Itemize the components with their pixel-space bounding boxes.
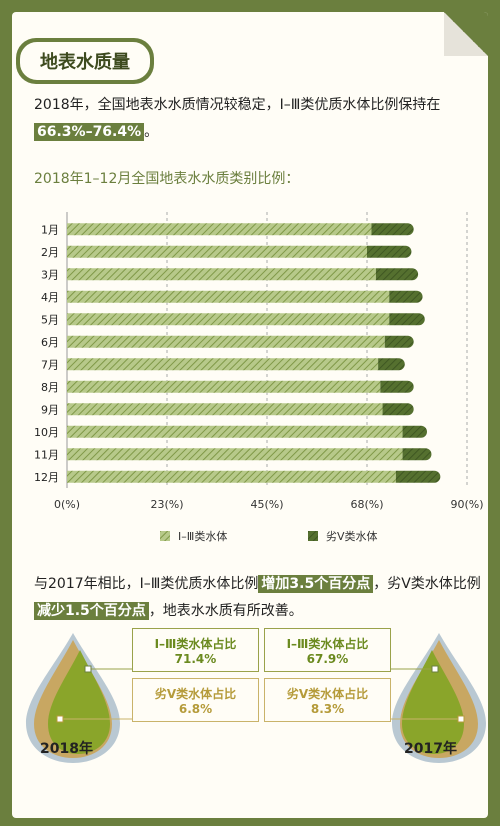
- legend-label: 劣V类水体: [326, 529, 378, 543]
- bar-good: [67, 403, 383, 416]
- compare-highlight-2: 减少1.5个百分点: [34, 602, 149, 620]
- 2017-good-ratio-box: Ⅰ–Ⅲ类水体占比 67.9%: [264, 628, 391, 672]
- bar-good: [67, 335, 385, 348]
- legend-label: Ⅰ–Ⅲ类水体: [178, 529, 227, 543]
- 2018-bad-value: 6.8%: [178, 701, 213, 716]
- y-tick-label: 9月: [41, 403, 59, 416]
- bar-bad: [378, 358, 405, 371]
- bar-bad: [389, 313, 425, 326]
- year-2017-label: 2017年: [404, 741, 457, 757]
- 2018-good-label: Ⅰ–Ⅲ类水体占比: [154, 636, 237, 651]
- y-tick-label: 11月: [34, 448, 59, 461]
- compare-text-3: ，地表水水质有所改善。: [148, 603, 303, 619]
- bar-bad: [389, 290, 423, 303]
- content-card: 地表水质量 2018年，全国地表水水质情况较稳定，Ⅰ–Ⅲ类优质水体比例保持在 6…: [12, 12, 488, 818]
- bar-bad: [371, 223, 414, 236]
- bar-good: [67, 425, 403, 438]
- y-tick-label: 7月: [41, 358, 59, 371]
- 2017-bad-ratio-box: 劣V类水体占比 8.3%: [264, 678, 391, 722]
- 2017-good-label: Ⅰ–Ⅲ类水体占比: [286, 636, 369, 651]
- bar-good: [67, 290, 390, 303]
- y-tick-label: 1月: [41, 223, 59, 236]
- water-drop-2017-icon: [392, 633, 486, 763]
- compare-highlight-1: 增加3.5个百分点: [258, 575, 374, 593]
- 2018-bad-label: 劣V类水体占比: [154, 686, 237, 701]
- 2018-bad-ratio-box: 劣V类水体占比 6.8%: [132, 678, 259, 722]
- y-tick-label: 8月: [41, 381, 59, 394]
- x-tick-label: 90(%): [450, 498, 483, 511]
- bar-good: [67, 470, 396, 483]
- x-tick-label: 0(%): [54, 498, 80, 511]
- y-tick-label: 4月: [41, 291, 59, 304]
- year-2018-label: 2018年: [40, 741, 93, 757]
- y-tick-label: 3月: [41, 268, 59, 281]
- chart-subtitle: 2018年1–12月全国地表水水质类别比例：: [34, 171, 300, 187]
- y-tick-label: 12月: [34, 471, 59, 484]
- water-drop-2018-icon: [26, 633, 120, 763]
- bar-bad: [402, 425, 428, 438]
- bar-bad: [402, 448, 432, 461]
- compare-text-2: ，劣V类水体比例: [373, 576, 481, 592]
- 2017-bad-value: 8.3%: [310, 701, 345, 716]
- section-title: 地表水质量: [19, 41, 151, 81]
- y-tick-label: 6月: [41, 336, 59, 349]
- bar-chart: 1月 2月 3月 4月 5月 6月 7月 8月 9月 10月 11月 12月 0(%) 23(%) 45(…: [34, 212, 484, 543]
- callout-lines: [56, 665, 465, 723]
- bar-bad: [380, 380, 414, 393]
- intro-text: 2018年，全国地表水水质情况较稳定，Ⅰ–Ⅲ类优质水体比例保持在: [34, 97, 441, 113]
- page-fold-corner: [444, 12, 488, 56]
- 2017-bad-label: 劣V类水体占比: [286, 686, 369, 701]
- intro-end: 。: [144, 124, 159, 140]
- bar-good: [67, 245, 367, 258]
- x-tick-label: 23(%): [150, 498, 183, 511]
- bar-bad: [395, 470, 441, 483]
- bar-good: [67, 448, 403, 461]
- x-tick-label: 68(%): [350, 498, 383, 511]
- legend-swatch: [160, 531, 170, 541]
- 2018-good-ratio-box: Ⅰ–Ⅲ类水体占比 71.4%: [132, 628, 259, 672]
- intro-highlight: 66.3%–76.4%: [34, 123, 145, 141]
- y-tick-label: 10月: [34, 426, 59, 439]
- x-tick-label: 45(%): [250, 498, 283, 511]
- legend-swatch: [308, 531, 318, 541]
- 2018-good-value: 71.4%: [174, 651, 217, 666]
- bar-bad: [375, 268, 419, 281]
- bar-good: [67, 358, 379, 371]
- bar-good: [67, 268, 376, 281]
- 2017-good-value: 67.9%: [306, 651, 349, 666]
- comparison-paragraph: 与2017年相比，Ⅰ–Ⅲ类优质水体比例 增加3.5个百分点 ，劣V类水体比例减少1.…: [34, 571, 484, 625]
- bar-good: [67, 313, 390, 326]
- section-title-pill: 地表水质量: [16, 38, 154, 84]
- bar-good: [67, 223, 372, 236]
- y-tick-label: 2月: [41, 246, 59, 259]
- bar-bad: [382, 403, 414, 416]
- bar-bad: [384, 335, 414, 348]
- compare-text-1: 与2017年相比，Ⅰ–Ⅲ类优质水体比例: [34, 576, 259, 592]
- bar-good: [67, 380, 381, 393]
- intro-paragraph: 2018年，全国地表水水质情况较稳定，Ⅰ–Ⅲ类优质水体比例保持在 66.3%–7…: [34, 92, 479, 146]
- bar-bad: [367, 245, 412, 258]
- y-tick-label: 5月: [41, 313, 59, 326]
